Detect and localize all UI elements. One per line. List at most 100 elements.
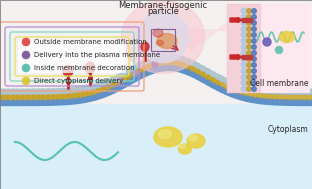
Circle shape [290,100,295,105]
Circle shape [176,61,180,65]
Circle shape [206,75,210,79]
Circle shape [85,85,90,90]
Circle shape [310,89,312,94]
Circle shape [31,95,35,99]
Bar [0,0,312,104]
FancyArrow shape [230,54,242,60]
Ellipse shape [157,33,177,49]
Ellipse shape [154,127,182,147]
Circle shape [1,89,6,94]
Circle shape [66,99,71,104]
Circle shape [110,77,115,82]
Text: Inside membrane decoration: Inside membrane decoration [34,65,134,71]
Circle shape [241,8,247,14]
Circle shape [252,45,256,49]
Circle shape [126,75,130,79]
Circle shape [145,59,150,64]
Circle shape [136,69,140,73]
Circle shape [265,88,270,93]
Circle shape [247,57,251,61]
Circle shape [247,27,251,31]
Circle shape [76,98,80,103]
Circle shape [252,15,256,19]
Circle shape [196,69,200,73]
Circle shape [21,100,26,105]
Circle shape [247,9,251,13]
Circle shape [51,89,56,94]
Circle shape [235,93,240,98]
Ellipse shape [189,135,197,141]
Circle shape [241,14,247,20]
Circle shape [31,89,36,94]
Ellipse shape [157,40,163,46]
Circle shape [201,72,205,76]
Circle shape [120,83,125,88]
Circle shape [211,78,215,82]
Circle shape [135,74,140,79]
Circle shape [110,88,115,93]
Circle shape [225,78,230,84]
Circle shape [90,84,95,89]
Circle shape [141,67,145,71]
Circle shape [125,80,130,85]
Circle shape [6,95,10,99]
Circle shape [206,69,211,74]
Circle shape [175,66,181,71]
Ellipse shape [85,62,95,73]
Circle shape [31,100,36,105]
Circle shape [150,57,155,62]
Circle shape [225,90,230,94]
Circle shape [265,99,270,104]
Circle shape [305,89,310,94]
Circle shape [252,69,256,73]
Circle shape [71,94,75,98]
Circle shape [81,92,85,96]
Circle shape [111,83,115,87]
Circle shape [11,100,16,105]
Circle shape [11,95,15,99]
Ellipse shape [179,144,185,148]
Circle shape [76,87,80,92]
Circle shape [241,74,247,80]
Circle shape [11,89,16,94]
Circle shape [160,65,165,70]
Circle shape [201,77,206,82]
Bar [227,4,260,92]
Circle shape [216,85,221,90]
Text: Cell membrane: Cell membrane [250,78,308,88]
Circle shape [241,20,247,26]
Circle shape [46,95,50,99]
Circle shape [137,11,189,63]
Circle shape [86,91,90,95]
Circle shape [41,89,46,94]
Bar [0,104,312,189]
Circle shape [100,81,105,86]
Circle shape [95,94,100,99]
Circle shape [186,70,191,74]
Circle shape [220,76,225,81]
Circle shape [295,89,300,94]
Ellipse shape [87,64,91,69]
Ellipse shape [65,67,69,72]
Circle shape [245,96,250,101]
Circle shape [241,68,247,74]
Circle shape [252,87,256,91]
Circle shape [241,44,247,50]
Circle shape [36,100,41,105]
Circle shape [247,63,251,67]
Circle shape [250,97,255,102]
Circle shape [275,88,280,93]
FancyBboxPatch shape [18,40,126,73]
Circle shape [66,94,70,98]
Circle shape [26,95,30,99]
Circle shape [252,33,256,37]
Circle shape [280,100,285,105]
Circle shape [247,75,251,79]
Circle shape [181,57,186,62]
Circle shape [186,64,190,69]
Circle shape [280,89,285,94]
Circle shape [260,87,265,92]
Bar [242,18,252,22]
Circle shape [260,98,265,103]
Circle shape [241,80,247,86]
